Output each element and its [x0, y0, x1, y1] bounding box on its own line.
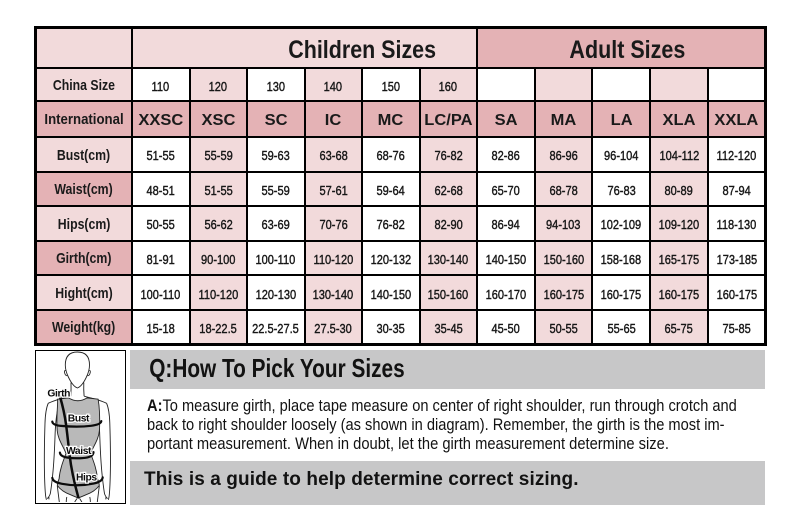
svg-text:Waist: Waist [66, 445, 92, 456]
svg-text:Hips: Hips [76, 472, 97, 483]
svg-text:Girth: Girth [47, 388, 70, 399]
svg-text:Bust: Bust [67, 413, 89, 424]
